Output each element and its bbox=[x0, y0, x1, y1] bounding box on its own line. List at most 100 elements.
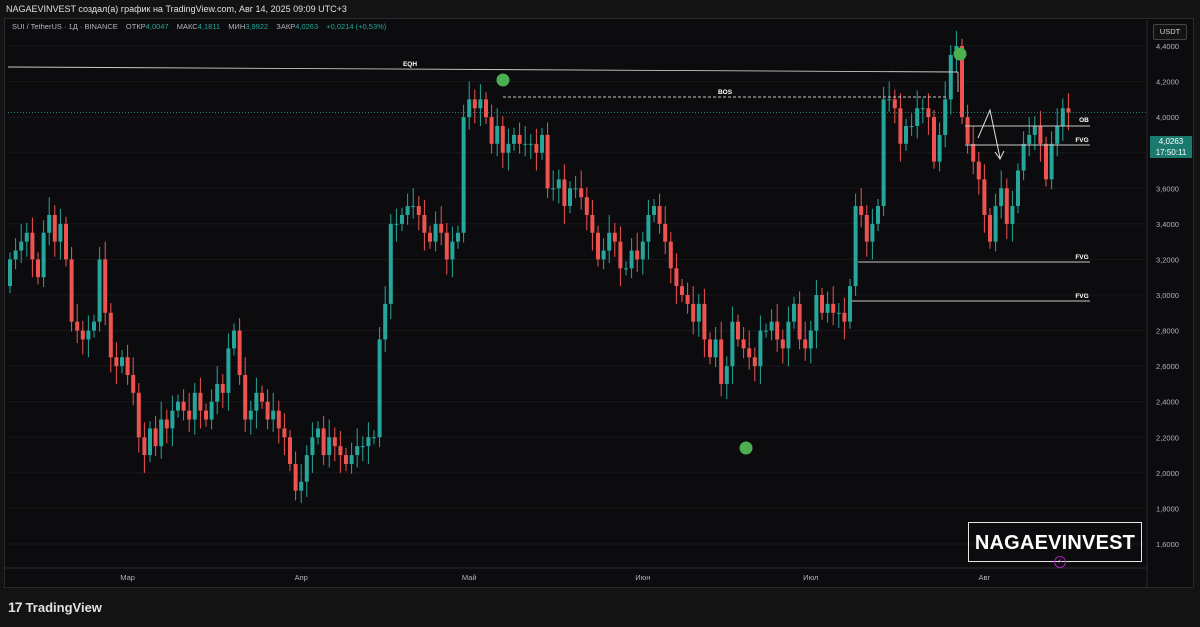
candle-body bbox=[321, 428, 326, 456]
candle-body bbox=[618, 241, 623, 269]
symbol-name[interactable]: SUI / TetherUS · 1Д · BINANCE bbox=[12, 22, 118, 31]
price-tick-label: 3,6000 bbox=[1156, 184, 1179, 193]
candle-body bbox=[752, 357, 757, 367]
candle-body bbox=[601, 250, 606, 260]
change-value: +0,0214 (+0,53%) bbox=[326, 22, 387, 31]
candle-body bbox=[1055, 126, 1060, 144]
candle-body bbox=[1016, 170, 1020, 207]
candle-body bbox=[568, 188, 572, 207]
candle-body bbox=[551, 188, 556, 190]
candle-body bbox=[58, 223, 63, 242]
symbol-legend: SUI / TetherUS · 1Д · BINANCE ОТКР4,0047… bbox=[12, 22, 386, 31]
candle-body bbox=[265, 401, 270, 420]
candle-body bbox=[708, 339, 712, 358]
price-tick-label: 3,4000 bbox=[1156, 220, 1179, 229]
candle-body bbox=[97, 259, 102, 322]
candle-body bbox=[36, 259, 40, 278]
candle-body bbox=[713, 339, 718, 358]
candle-body bbox=[388, 223, 393, 304]
candle-body bbox=[853, 206, 858, 287]
candle-body bbox=[747, 348, 752, 358]
footer-bar bbox=[0, 590, 1200, 627]
candle-body bbox=[545, 134, 550, 189]
candle-body bbox=[596, 232, 600, 260]
swing-marker bbox=[953, 47, 967, 61]
month-label: Авг bbox=[979, 573, 991, 582]
candle-body bbox=[702, 303, 707, 340]
candle-body bbox=[293, 463, 298, 491]
candle-body bbox=[472, 99, 477, 109]
candle-body bbox=[904, 126, 908, 144]
candle-body bbox=[69, 259, 74, 322]
candle-body bbox=[304, 455, 309, 482]
candle-body bbox=[663, 223, 668, 242]
candle-body bbox=[696, 303, 701, 322]
candle-body bbox=[125, 357, 130, 376]
candle-body bbox=[540, 134, 544, 153]
candle-body bbox=[450, 241, 455, 260]
candle-body bbox=[724, 366, 729, 384]
candle-body bbox=[736, 321, 740, 340]
candle-body bbox=[786, 321, 791, 349]
candle-body bbox=[758, 330, 763, 367]
lightning-icon[interactable]: ⚡ bbox=[1054, 556, 1066, 568]
candle-body bbox=[584, 197, 589, 215]
fvg-label-3: FVG bbox=[1075, 293, 1088, 300]
candle-body bbox=[775, 321, 780, 340]
price-tick-label: 2,2000 bbox=[1156, 433, 1179, 442]
open-label: ОТКР bbox=[125, 22, 146, 31]
candle-body bbox=[176, 401, 180, 411]
candle-body bbox=[248, 410, 253, 420]
candle-body bbox=[1066, 108, 1071, 113]
candle-body bbox=[657, 206, 662, 224]
candle-body bbox=[484, 99, 488, 118]
candle-body bbox=[131, 375, 136, 393]
candle-body bbox=[136, 392, 141, 438]
candle-body bbox=[461, 117, 466, 233]
candle-body bbox=[635, 250, 640, 260]
candle-body bbox=[226, 348, 231, 393]
candle-body bbox=[204, 410, 208, 420]
tradingview-logo-text: TradingView bbox=[25, 599, 102, 615]
candle-body bbox=[489, 117, 494, 144]
candle-body bbox=[820, 295, 824, 313]
candle-body bbox=[741, 339, 746, 349]
high-value: 4,1811 bbox=[197, 22, 221, 31]
price-tick-label: 1,8000 bbox=[1156, 504, 1179, 513]
candle-body bbox=[971, 143, 976, 162]
candle-body bbox=[685, 295, 690, 304]
candle-body bbox=[41, 232, 46, 278]
eqh-label: EQH bbox=[403, 61, 417, 68]
candle-body bbox=[892, 99, 897, 109]
candle-body bbox=[237, 330, 242, 376]
tradingview-logo[interactable]: 17 TradingView bbox=[8, 598, 102, 616]
candle-body bbox=[848, 286, 852, 322]
candle-body bbox=[344, 455, 348, 464]
currency-button[interactable]: USDT bbox=[1153, 24, 1187, 40]
candle-body bbox=[965, 117, 970, 144]
month-label: Мар bbox=[120, 573, 135, 582]
chart-panel[interactable] bbox=[4, 18, 1194, 588]
candle-body bbox=[920, 108, 925, 110]
candle-body bbox=[260, 392, 264, 402]
candle-body bbox=[808, 330, 813, 349]
candlestick-chart[interactable]: EQH BOS OB FVG FVG FVG 1,6000 1,8000 2,0000 2,20… bbox=[0, 0, 1200, 590]
candle-body bbox=[523, 143, 528, 145]
candle-body bbox=[467, 99, 472, 118]
candle-body bbox=[864, 214, 869, 242]
candle-body bbox=[377, 339, 382, 438]
candle-body bbox=[976, 161, 981, 180]
candle-body bbox=[148, 428, 152, 456]
candle-body bbox=[674, 268, 679, 287]
price-tick-label: 2,4000 bbox=[1156, 398, 1179, 407]
ob-label: OB bbox=[1079, 117, 1089, 124]
candle-body bbox=[512, 134, 516, 144]
price-tick-label: 2,0000 bbox=[1156, 469, 1179, 478]
candle-body bbox=[495, 126, 500, 144]
candle-body bbox=[153, 428, 158, 447]
month-label: Апр bbox=[295, 573, 308, 582]
candle-body bbox=[506, 143, 511, 153]
price-tick-label: 3,2000 bbox=[1156, 255, 1179, 264]
low-value: 3,9922 bbox=[245, 22, 269, 31]
tradingview-logo-icon: 17 bbox=[8, 599, 23, 615]
